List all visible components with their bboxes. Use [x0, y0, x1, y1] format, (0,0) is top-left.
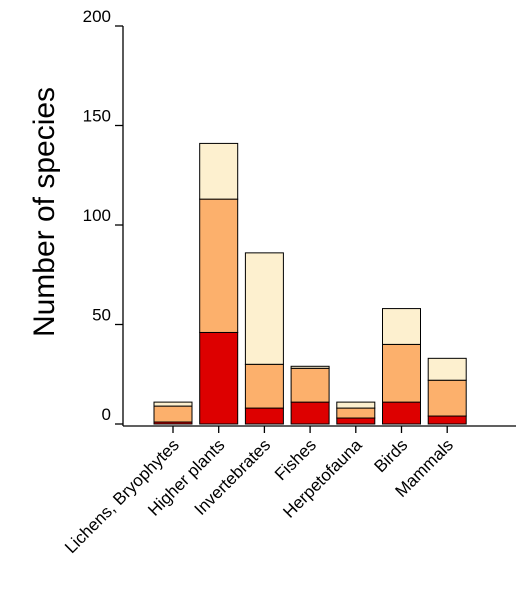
y-axis: 0 50 100 150 200 — [83, 7, 124, 426]
y-axis-title: Number of species — [28, 87, 61, 337]
bar-segment — [427, 379, 467, 417]
bar-segment — [290, 365, 330, 369]
y-tick-label: 100 — [83, 206, 111, 225]
bar-segment — [290, 367, 330, 403]
y-tick-label: 50 — [92, 306, 111, 325]
bars — [153, 142, 467, 425]
bar-segment — [153, 401, 193, 407]
bar-segment — [336, 407, 376, 419]
x-category-label: Birds — [371, 435, 412, 476]
bar-segment — [199, 142, 239, 200]
y-tick-label: 200 — [83, 7, 111, 26]
bar-segment — [244, 363, 284, 409]
y-tick-label: 150 — [83, 107, 111, 126]
x-category-label: Herpetofauna — [279, 435, 366, 522]
y-tick-label: 0 — [102, 405, 111, 424]
bar-segment — [336, 401, 376, 409]
bar-segment — [290, 401, 330, 425]
bar-segment — [244, 252, 284, 365]
bar-segment — [153, 405, 193, 423]
bar-segment — [244, 407, 284, 425]
bar-segment — [199, 331, 239, 425]
bar-segment — [199, 198, 239, 333]
bar-segment — [382, 343, 421, 403]
bar-segment — [336, 417, 376, 425]
bar-segment — [427, 357, 467, 381]
bar-segment — [382, 401, 421, 425]
bar-segment — [427, 415, 467, 425]
bar-segment — [382, 308, 421, 345]
